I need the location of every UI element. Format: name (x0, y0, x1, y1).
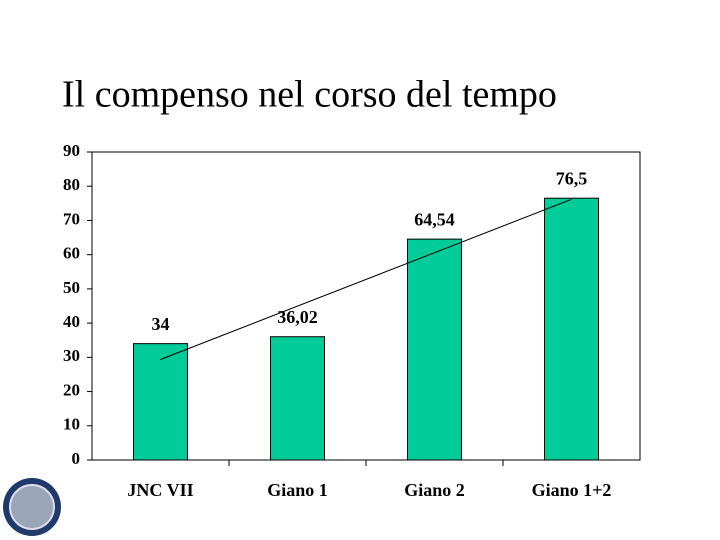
slide-title: Il compenso nel corso del tempo (62, 74, 557, 116)
y-tick-label: 0 (72, 449, 81, 468)
logo (3, 478, 61, 536)
bar (133, 343, 188, 461)
value-label: 36,02 (277, 307, 318, 327)
y-tick-label: 70 (63, 209, 80, 228)
trend-line (160, 198, 572, 360)
bar (544, 197, 599, 461)
y-tick-label: 40 (63, 312, 80, 331)
y-tick-label: 90 (63, 141, 80, 160)
y-tick-label: 80 (63, 175, 80, 194)
x-tick-label: Giano 1+2 (532, 480, 612, 500)
value-label: 76,5 (556, 168, 588, 188)
y-tick-label: 10 (63, 415, 80, 434)
x-tick-label: Giano 1 (267, 480, 328, 500)
x-tick-label: Giano 2 (404, 480, 465, 500)
bar (407, 238, 462, 461)
y-tick-label: 20 (63, 380, 80, 399)
y-tick-label: 60 (63, 244, 80, 263)
y-tick-label: 50 (63, 278, 80, 297)
value-label: 34 (152, 314, 170, 334)
logo-face (9, 484, 55, 530)
value-label: 64,54 (414, 209, 455, 229)
y-tick-label: 30 (63, 346, 80, 365)
bar (270, 336, 325, 461)
x-tick-label: JNC VII (127, 480, 193, 500)
